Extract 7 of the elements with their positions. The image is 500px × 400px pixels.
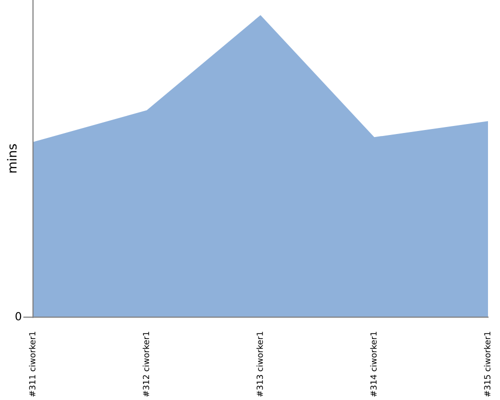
text: 0 (16, 312, 22, 320)
x-tick-label: #313 ciworker1 (256, 332, 263, 397)
x-tick-label: #312 ciworker1 (142, 332, 150, 397)
x-tick-label: #311 ciworker1 (28, 332, 36, 397)
y-axis-title: mins (7, 144, 17, 173)
x-tick-label: #315 ciworker1 (484, 332, 490, 397)
x-tick-label: #314 ciworker1 (370, 332, 377, 397)
